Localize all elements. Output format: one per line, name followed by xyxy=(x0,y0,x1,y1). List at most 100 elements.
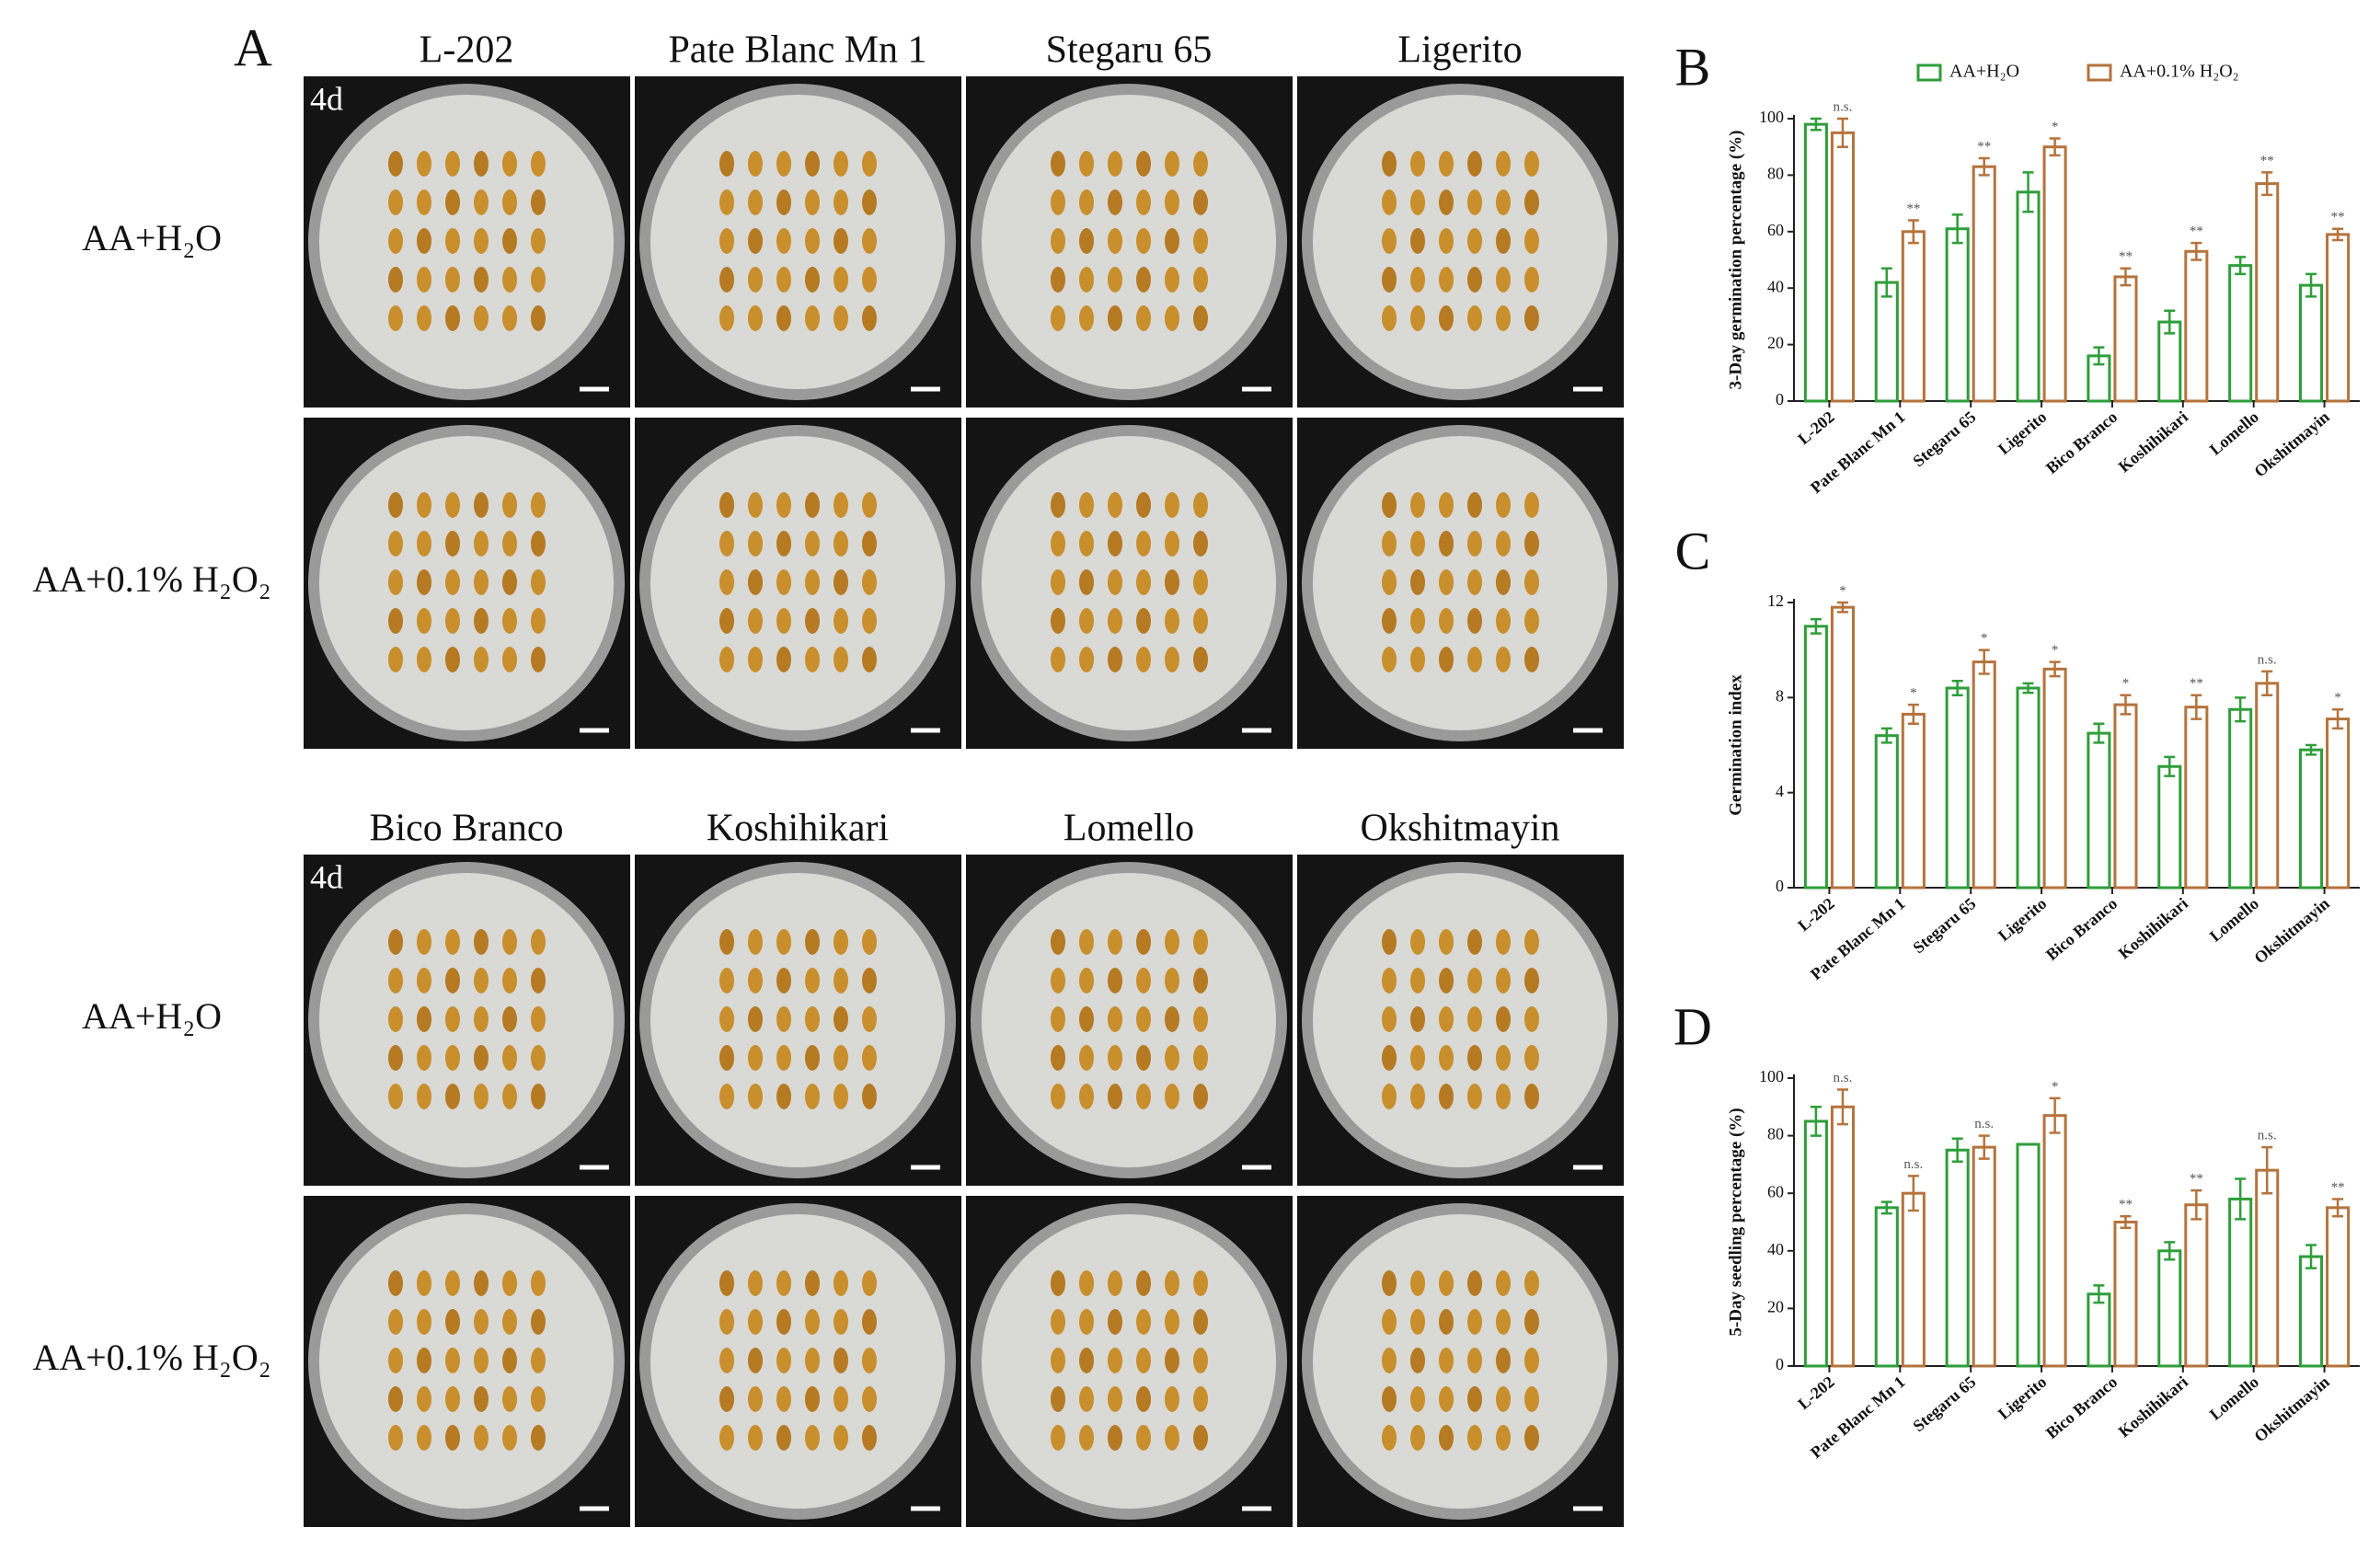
seed xyxy=(805,151,820,177)
seed xyxy=(834,608,848,634)
seed xyxy=(1382,608,1397,634)
seed xyxy=(1382,647,1397,672)
seed xyxy=(1467,305,1482,331)
seed xyxy=(862,968,877,993)
seed xyxy=(1051,608,1065,634)
seed xyxy=(1382,968,1397,993)
seed xyxy=(531,968,546,993)
seed xyxy=(1079,608,1094,634)
seed xyxy=(862,228,877,254)
seed xyxy=(1136,531,1151,557)
x-tick-label: Stegaru 65 xyxy=(1909,408,1979,470)
significance-label: * xyxy=(1839,583,1846,598)
seed xyxy=(862,1084,877,1109)
seed xyxy=(862,305,877,331)
seed xyxy=(776,1425,791,1451)
seed xyxy=(445,228,460,254)
seed xyxy=(531,267,546,293)
seed xyxy=(719,151,734,177)
bar xyxy=(2299,1255,2324,1368)
seed xyxy=(1136,305,1151,331)
bar xyxy=(2299,748,2324,890)
seed xyxy=(1051,1386,1065,1412)
seed xyxy=(1439,1084,1454,1109)
seed xyxy=(1079,1348,1094,1373)
seed xyxy=(417,1270,431,1296)
seed xyxy=(1051,151,1065,177)
seed xyxy=(1439,189,1454,215)
seed xyxy=(474,1386,489,1412)
bar xyxy=(2255,182,2280,403)
error-bar xyxy=(2332,708,2344,730)
error-bar xyxy=(1951,680,1963,696)
seed xyxy=(531,929,546,955)
significance-label: n.s. xyxy=(1834,99,1853,114)
seed xyxy=(417,1084,431,1109)
seed xyxy=(1136,1084,1151,1109)
treatment-label: AA+H₂O xyxy=(82,217,222,258)
seed xyxy=(1439,151,1454,177)
seed xyxy=(388,1006,403,1032)
significance-label: * xyxy=(2052,1079,2059,1094)
seed xyxy=(776,1309,791,1335)
seed xyxy=(1079,1309,1094,1335)
seed xyxy=(1524,1348,1539,1373)
error-bar xyxy=(1978,1134,1990,1160)
seed xyxy=(1079,1045,1094,1071)
bar xyxy=(2016,190,2041,403)
error-bar xyxy=(2049,1096,2061,1134)
y-axis-label: 3-Day germination percentage (%) xyxy=(1726,131,1745,390)
seed xyxy=(1467,228,1482,254)
seed xyxy=(388,267,403,293)
seed xyxy=(1382,569,1397,595)
seed xyxy=(1193,1386,1208,1412)
bar xyxy=(2087,731,2111,890)
seed xyxy=(719,1386,734,1412)
seed xyxy=(719,1270,734,1296)
error-bar xyxy=(2235,1177,2247,1221)
seed xyxy=(388,305,403,331)
seed xyxy=(1193,1006,1208,1032)
seed xyxy=(834,1309,848,1335)
seed xyxy=(1193,569,1208,595)
seed xyxy=(417,228,431,254)
seed xyxy=(474,267,489,293)
seed xyxy=(834,151,848,177)
seed xyxy=(1467,267,1482,293)
seed xyxy=(502,305,517,331)
seed xyxy=(748,1425,763,1451)
seed xyxy=(1193,608,1208,634)
y-tick-label: 0 xyxy=(1776,1355,1784,1373)
seed xyxy=(502,1386,517,1412)
seed xyxy=(776,1270,791,1296)
seed xyxy=(474,189,489,215)
seed xyxy=(1496,647,1511,672)
seed xyxy=(748,228,763,254)
seed xyxy=(445,1045,460,1071)
petri-dish-inner xyxy=(982,436,1276,730)
seed xyxy=(1496,1348,1511,1373)
seed xyxy=(1382,267,1397,293)
seed xyxy=(805,569,820,595)
seed xyxy=(531,1386,546,1412)
bar xyxy=(2184,706,2209,890)
seed xyxy=(1410,1045,1425,1071)
seed xyxy=(1524,305,1539,331)
seed xyxy=(776,228,791,254)
error-bar xyxy=(2305,1244,2317,1269)
seed xyxy=(1079,1006,1094,1032)
seed xyxy=(1051,1309,1065,1335)
bar xyxy=(2184,249,2209,403)
bar xyxy=(2228,707,2253,890)
seed xyxy=(805,1386,820,1412)
seed xyxy=(1079,1425,1094,1451)
seed xyxy=(1136,569,1151,595)
seed xyxy=(417,929,431,955)
seed xyxy=(502,228,517,254)
seed xyxy=(1193,1084,1208,1109)
bar xyxy=(1972,165,1996,403)
seed xyxy=(417,305,431,331)
y-tick-label: 20 xyxy=(1767,334,1784,352)
x-tick-label: Ligerito xyxy=(1995,1372,2050,1423)
seed xyxy=(1410,968,1425,993)
